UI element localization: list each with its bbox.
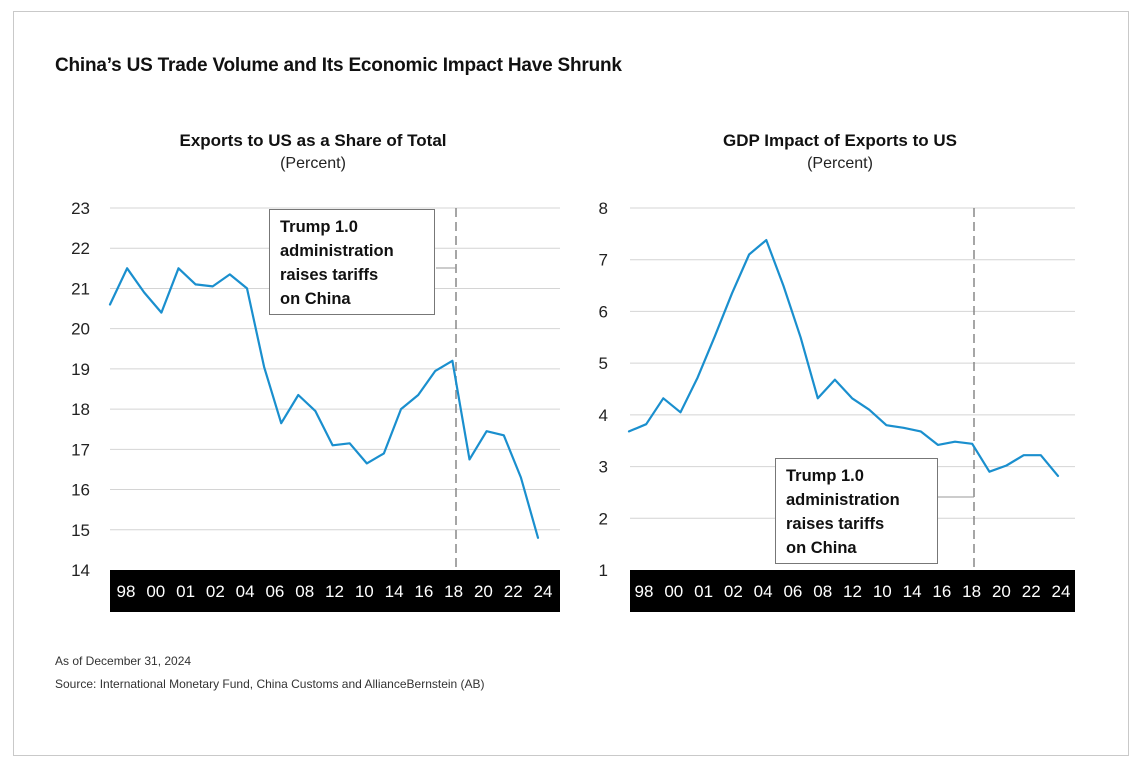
y-tick-label: 7	[599, 251, 608, 270]
x-tick-label: 18	[444, 582, 463, 601]
x-tick-label: 98	[117, 582, 136, 601]
x-tick-label: 02	[206, 582, 225, 601]
series-line	[627, 239, 1060, 477]
y-tick-label: 4	[599, 406, 608, 425]
y-tick-label: 15	[71, 521, 90, 540]
x-tick-label: 08	[813, 582, 832, 601]
x-tick-label: 22	[504, 582, 523, 601]
x-tick-label: 20	[992, 582, 1011, 601]
annotation-line: administration	[786, 491, 900, 509]
x-tick-label: 14	[385, 582, 404, 601]
left-chart-title: Exports to US as a Share of Total	[179, 131, 447, 150]
x-tick-label: 24	[534, 582, 553, 601]
x-tick-label: 22	[1022, 582, 1041, 601]
y-tick-label: 19	[71, 360, 90, 379]
series-line	[108, 267, 540, 539]
y-tick-label: 20	[71, 320, 90, 339]
annotation-line: on China	[786, 539, 857, 557]
y-tick-label: 6	[599, 302, 608, 321]
y-tick-label: 23	[71, 199, 90, 218]
annotation-line: raises tariffs	[786, 515, 885, 533]
x-tick-label: 04	[754, 582, 773, 601]
left-chart-subtitle: (Percent)	[280, 155, 346, 172]
figure-frame	[13, 11, 1129, 756]
x-tick-label: 10	[873, 582, 892, 601]
x-tick-label: 02	[724, 582, 743, 601]
x-tick-label: 24	[1052, 582, 1071, 601]
x-tick-label: 06	[265, 582, 284, 601]
annotation-line: on China	[280, 290, 351, 308]
x-tick-label: 01	[694, 582, 713, 601]
y-tick-label: 18	[71, 400, 90, 419]
x-tick-label: 16	[932, 582, 951, 601]
y-tick-label: 8	[599, 199, 608, 218]
x-tick-label: 04	[236, 582, 255, 601]
x-tick-label: 14	[903, 582, 922, 601]
annotation-line: administration	[280, 242, 394, 260]
right-annotation-box: Trump 1.0 administration raises tariffs …	[775, 458, 938, 564]
y-tick-label: 17	[71, 440, 90, 459]
y-tick-label: 16	[71, 481, 90, 500]
x-tick-label: 10	[355, 582, 374, 601]
x-tick-label: 12	[325, 582, 344, 601]
y-tick-label: 22	[71, 239, 90, 258]
x-tick-label: 00	[664, 582, 683, 601]
x-tick-label: 16	[414, 582, 433, 601]
as-of-note: As of December 31, 2024	[55, 654, 192, 668]
x-tick-label: 01	[176, 582, 195, 601]
x-axis-band	[110, 570, 560, 612]
x-tick-label: 08	[295, 582, 314, 601]
x-axis-band	[630, 570, 1075, 612]
y-tick-label: 1	[599, 561, 608, 580]
annotation-line: Trump 1.0	[280, 218, 358, 236]
y-tick-label: 2	[599, 509, 608, 528]
x-tick-label: 20	[474, 582, 493, 601]
x-tick-label: 06	[783, 582, 802, 601]
y-tick-label: 5	[599, 354, 608, 373]
x-tick-label: 00	[146, 582, 165, 601]
left-annotation-box: Trump 1.0 administration raises tariffs …	[269, 209, 435, 315]
annotation-line: Trump 1.0	[786, 467, 864, 485]
x-tick-label: 18	[962, 582, 981, 601]
annotation-line: raises tariffs	[280, 266, 379, 284]
figure-title: China’s US Trade Volume and Its Economic…	[55, 55, 622, 76]
y-tick-label: 14	[71, 561, 90, 580]
y-tick-label: 21	[71, 279, 90, 298]
x-tick-label: 98	[635, 582, 654, 601]
source-note: Source: International Monetary Fund, Chi…	[55, 677, 485, 691]
x-tick-label: 12	[843, 582, 862, 601]
right-chart-subtitle: (Percent)	[807, 155, 873, 172]
y-tick-label: 3	[599, 458, 608, 477]
right-chart-title: GDP Impact of Exports to US	[723, 131, 957, 150]
